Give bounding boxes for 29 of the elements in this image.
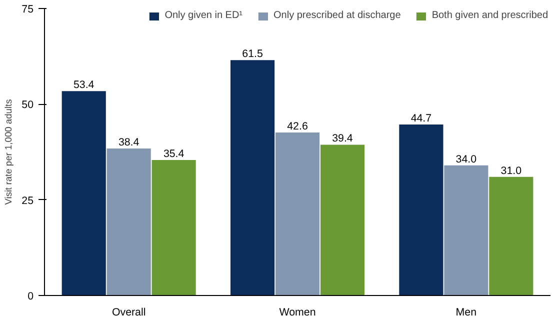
y-tick-label: 0	[28, 290, 34, 302]
data-label: 35.4	[163, 148, 184, 160]
data-label: 34.0	[456, 153, 477, 166]
data-label: 44.7	[410, 112, 432, 124]
bar	[444, 165, 488, 296]
data-label: 61.5	[242, 48, 263, 60]
bar	[230, 60, 275, 296]
x-tick-label: Women	[279, 306, 316, 318]
y-tick-label: 25	[22, 194, 34, 207]
bar	[399, 124, 444, 296]
legend-label: Both given and prescribed	[432, 10, 548, 21]
y-tick-label: 75	[22, 4, 34, 16]
data-label: 31.0	[500, 164, 522, 177]
bar	[275, 132, 320, 296]
bar	[320, 144, 365, 296]
y-tick-label: 50	[22, 99, 34, 112]
bar	[152, 160, 196, 296]
bar	[489, 176, 534, 296]
legend-label: Only given in ED¹	[164, 10, 243, 21]
data-label: 39.4	[332, 132, 353, 145]
bar	[106, 148, 151, 296]
y-axis-title: Visit rate per 1,000 adults	[4, 98, 14, 205]
data-label: 42.6	[287, 120, 308, 132]
bar	[62, 91, 106, 296]
data-label: 53.4	[73, 79, 94, 92]
x-tick-label: Men	[456, 306, 477, 318]
legend-label: Only prescribed at discharge	[274, 10, 401, 21]
x-tick-label: Overall	[112, 306, 146, 318]
data-label: 38.4	[118, 136, 140, 149]
